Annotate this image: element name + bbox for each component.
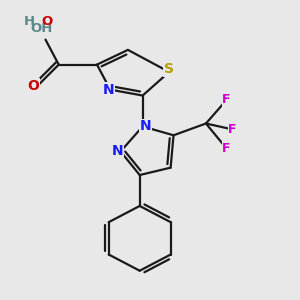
Text: F: F [222,93,231,106]
Text: N: N [112,145,123,158]
Text: F: F [228,123,237,136]
Text: F: F [222,142,231,155]
Text: O: O [27,79,39,92]
Text: N: N [140,119,152,134]
Text: OH: OH [31,22,53,35]
Text: N: N [103,82,115,97]
Text: S: S [164,62,174,76]
Text: H: H [24,15,35,28]
Text: O: O [41,15,52,28]
